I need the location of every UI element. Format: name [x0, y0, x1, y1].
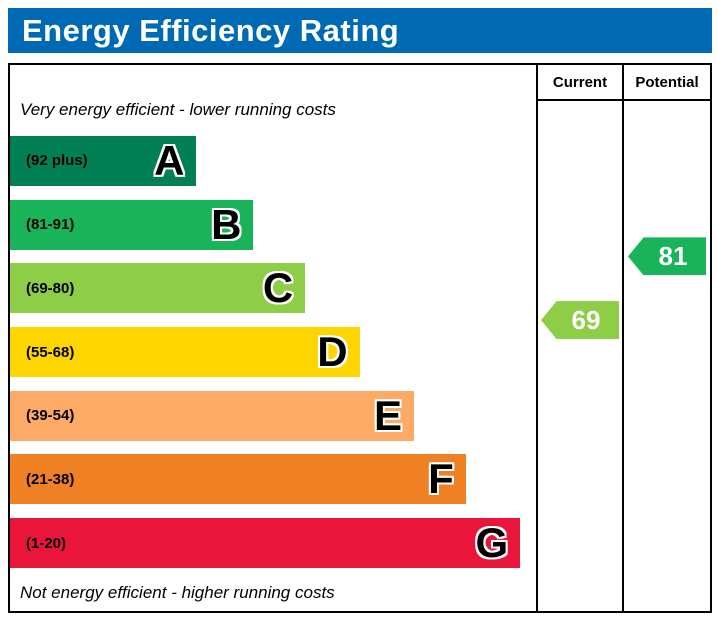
band-range-label-c: (69-80) [26, 279, 75, 297]
band-row-e: (39-54) E [10, 384, 528, 448]
band-row-g: (1-20) G [10, 511, 528, 575]
band-bar-a: (92 plus) A [10, 135, 197, 186]
band-bar-d: (55-68) D [10, 327, 360, 378]
band-range-label-d: (55-68) [26, 343, 75, 361]
bands: (92 plus) A (81-91) B (69-80) C (55-68) D (39-54… [10, 129, 536, 575]
band-row-f: (21-38) F [10, 448, 528, 512]
current-rating-value: 69 [571, 304, 601, 335]
band-row-b: (81-91) B [10, 193, 528, 257]
title-bar: Energy Efficiency Rating [8, 8, 712, 53]
potential-column-header: Potential [622, 65, 710, 101]
band-range-label-g: (1-20) [26, 534, 67, 552]
band-bar-b: (81-91) B [10, 199, 254, 250]
band-letter-c: C [262, 264, 294, 312]
epc-chart: Very energy efficient - lower running co… [8, 63, 712, 613]
page-title: Energy Efficiency Rating [22, 12, 400, 48]
band-bar-e: (39-54) E [10, 390, 415, 441]
potential-rating-value: 81 [658, 240, 688, 271]
caption-top: Very energy efficient - lower running co… [20, 100, 336, 119]
current-column-body: 69 [536, 101, 622, 611]
band-range-label-b: (81-91) [26, 216, 75, 234]
current-column-header: Current [536, 65, 622, 101]
band-letter-a: A [154, 136, 185, 184]
potential-rating-arrow: 81 [628, 237, 706, 276]
band-letter-f: F [428, 455, 454, 503]
band-range-label-e: (39-54) [26, 407, 75, 425]
band-bar-g: (1-20) G [10, 518, 521, 569]
band-row-d: (55-68) D [10, 320, 528, 384]
band-range-label-f: (21-38) [26, 470, 75, 488]
band-letter-e: E [374, 391, 403, 439]
band-row-a: (92 plus) A [10, 129, 528, 193]
potential-column-body: 81 [622, 101, 710, 611]
band-letter-d: D [317, 328, 348, 376]
band-range-label-a: (92 plus) [26, 152, 88, 170]
band-letter-b: B [211, 200, 242, 248]
band-letter-g: G [475, 519, 509, 567]
bands-panel: Very energy efficient - lower running co… [10, 65, 536, 611]
caption-bottom: Not energy efficient - higher running co… [20, 583, 335, 602]
band-row-c: (69-80) C [10, 256, 528, 320]
band-bar-f: (21-38) F [10, 454, 466, 505]
band-bar-c: (69-80) C [10, 263, 306, 314]
current-rating-arrow: 69 [541, 301, 619, 340]
